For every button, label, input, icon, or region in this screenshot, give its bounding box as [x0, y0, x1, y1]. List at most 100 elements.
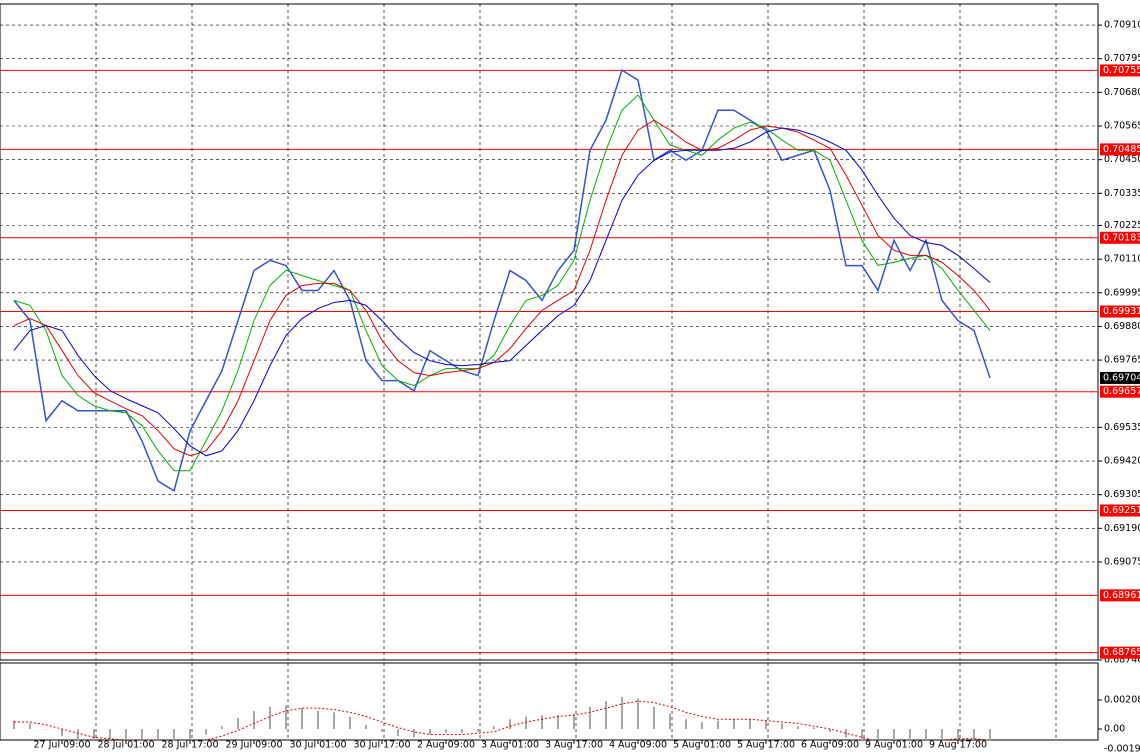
histogram-bar — [909, 729, 911, 740]
histogram-bar — [733, 719, 735, 730]
level-label-box — [1100, 646, 1140, 659]
histogram-bar — [861, 729, 863, 740]
histogram-bar — [141, 729, 143, 740]
y-tick-label: 0.70910 — [1104, 20, 1140, 31]
histogram-bar — [221, 726, 223, 730]
histogram-bar — [365, 724, 367, 730]
histogram-bar — [13, 720, 15, 730]
histogram-bar — [45, 729, 47, 730]
level-label-box — [1100, 64, 1140, 77]
histogram-bar — [589, 706, 591, 730]
histogram-bar — [573, 713, 575, 730]
y-tick-label: 0.69880 — [1104, 321, 1140, 332]
moving-average — [13, 94, 991, 472]
histogram-bar — [717, 720, 719, 730]
level-label: 0.69657 — [1103, 386, 1140, 397]
level-label: 0.68961 — [1103, 590, 1140, 601]
histogram-bar — [845, 729, 847, 738]
x-tick-label: 27 Jul 09:00 — [34, 740, 91, 751]
histogram-bar — [493, 726, 495, 730]
x-tick-label: 3 Aug 17:00 — [545, 740, 603, 751]
y-tick-label: 0.002081 — [1104, 695, 1140, 706]
level-label-box — [1100, 143, 1140, 156]
histogram-bar — [445, 729, 447, 734]
level-label: 0.69251 — [1103, 505, 1140, 516]
histogram-bar — [301, 708, 303, 730]
level-label-box — [1100, 305, 1140, 318]
histogram-bar — [557, 715, 559, 730]
level-label-box — [1100, 385, 1140, 398]
histogram-bar — [157, 729, 159, 740]
x-tick-label: 29 Jul 09:00 — [226, 740, 283, 751]
x-tick-label: 4 Aug 09:00 — [609, 740, 667, 751]
histogram-bar — [829, 729, 831, 732]
y-tick-label: 0.00 — [1104, 724, 1125, 735]
histogram-bar — [477, 729, 479, 732]
x-tick-label: 30 Jul 17:00 — [354, 740, 411, 751]
x-tick-label: 6 Aug 09:00 — [801, 740, 859, 751]
histogram-bar — [125, 729, 127, 739]
histogram-bar — [429, 729, 431, 735]
last-price-label: 0.69704 — [1103, 372, 1140, 383]
y-tick-label: 0.70225 — [1104, 220, 1140, 231]
histogram-bar — [813, 727, 815, 730]
y-tick-label: 0.69995 — [1104, 287, 1140, 298]
histogram-bar — [989, 729, 991, 740]
histogram-bar — [413, 729, 415, 738]
histogram-bar — [701, 722, 703, 730]
histogram-bar — [29, 723, 31, 730]
histogram-bar — [173, 729, 175, 740]
histogram-bar — [285, 705, 287, 730]
histogram-bar — [237, 717, 239, 730]
histogram-bar — [205, 729, 207, 735]
histogram-bar — [765, 720, 767, 730]
histogram-bar — [669, 713, 671, 730]
histogram-bar — [253, 710, 255, 730]
histogram-bar — [749, 719, 751, 730]
y-tick-label: 0.68740 — [1104, 655, 1140, 666]
x-tick-label: 3 Aug 01:00 — [481, 740, 539, 751]
x-tick-label: 30 Jul 01:00 — [290, 740, 347, 751]
y-tick-label: 0.69765 — [1104, 355, 1140, 366]
histogram-bar — [685, 719, 687, 730]
histogram-bar — [317, 710, 319, 730]
histogram-bar — [957, 729, 959, 739]
histogram-bar — [189, 729, 191, 740]
y-tick-label: 0.69075 — [1104, 556, 1140, 567]
level-label-box — [1100, 589, 1140, 602]
x-tick-label: 2 Aug 09:00 — [417, 740, 475, 751]
x-tick-label: 9 Aug 01:00 — [865, 740, 923, 751]
x-tick-label: 5 Aug 17:00 — [737, 740, 795, 751]
histogram-bar — [781, 723, 783, 730]
oscillator — [13, 696, 991, 740]
histogram-bar — [333, 712, 335, 730]
histogram-bar — [509, 719, 511, 730]
last-price-box — [1100, 371, 1140, 384]
oscillator-frame — [0, 662, 1099, 741]
histogram-bar — [525, 716, 527, 730]
histogram-bar — [269, 706, 271, 730]
x-tick-label: 28 Jul 17:00 — [162, 740, 219, 751]
plot-lines — [0, 68, 1098, 654]
histogram-bar — [61, 729, 63, 736]
y-tick-label: 0.70680 — [1104, 87, 1140, 98]
histogram-bar — [541, 715, 543, 730]
histogram-bar — [77, 729, 79, 740]
histogram-bar — [893, 729, 895, 740]
vertical-grid — [95, 4, 1057, 740]
histogram-bar — [877, 729, 879, 740]
x-tick-label: 9 Aug 17:00 — [929, 740, 987, 751]
level-label-box — [1100, 504, 1140, 517]
level-label: 0.70485 — [1103, 144, 1140, 155]
y-tick-label: 0.69420 — [1104, 456, 1140, 467]
level-label: 0.69931 — [1103, 306, 1140, 317]
histogram-bar — [653, 706, 655, 730]
histogram-bar — [797, 726, 799, 730]
y-tick-label: 0.70450 — [1104, 154, 1140, 165]
histogram-bar — [925, 729, 927, 740]
histogram-bar — [381, 729, 383, 732]
histogram-bar — [605, 701, 607, 730]
y-tick-label: 0.70795 — [1104, 53, 1140, 64]
